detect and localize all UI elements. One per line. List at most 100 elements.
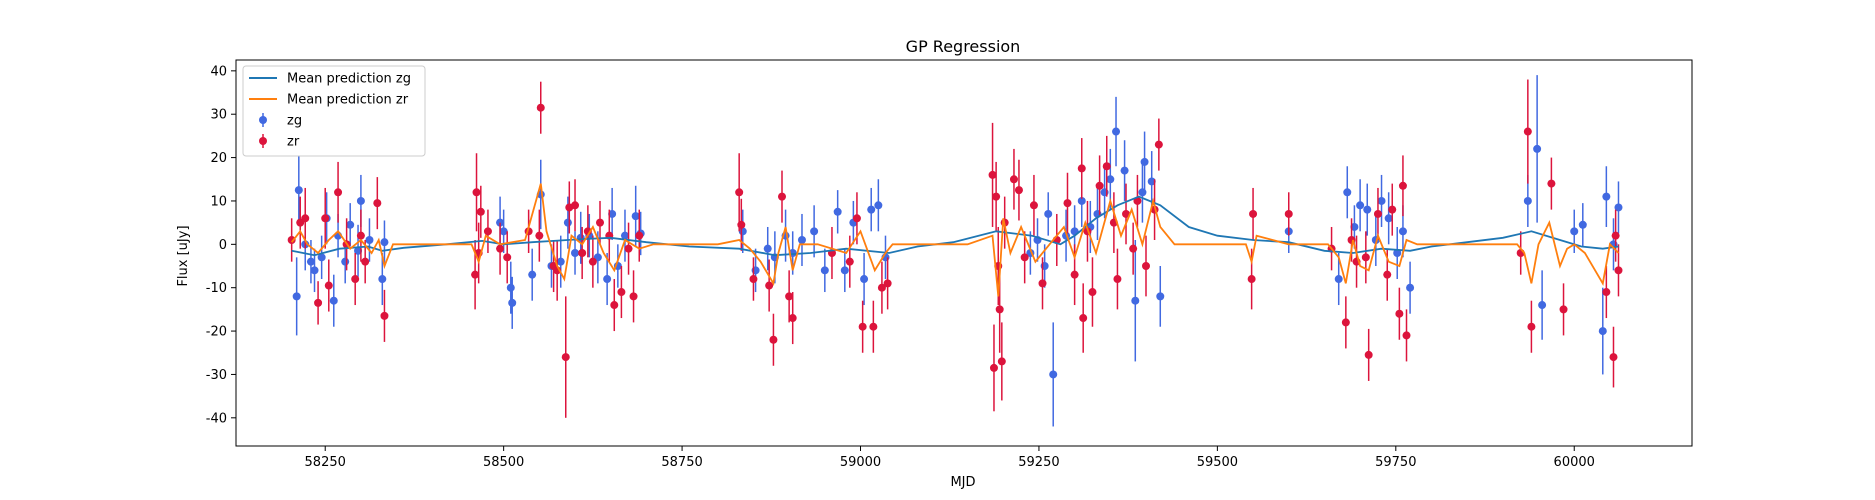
point-zg [840,266,849,275]
point-zr [287,235,296,244]
point-zg [867,205,876,214]
point-zr [1020,253,1029,262]
point-zg [820,266,829,275]
point-zr [596,218,604,227]
point-zg [329,296,338,305]
point-zg [1112,127,1121,136]
point-zr [571,201,580,210]
point-zr [1559,305,1568,314]
point-zg [608,209,617,218]
point-zg [1538,301,1547,310]
point-zr [877,283,886,292]
point-zr [765,281,774,290]
point-zg [1398,227,1407,236]
point-zr [321,214,330,223]
point-zr [635,231,644,240]
point-zg [310,266,319,275]
point-zr [483,227,492,236]
point-zr [1364,350,1373,359]
point-zr [1402,331,1411,340]
point-zg [294,186,303,195]
point-zr [995,305,1004,314]
x-tick-label: 58250 [305,455,346,470]
point-zr [1129,244,1138,253]
point-zr [778,192,786,201]
point-zr [785,292,794,301]
point-zg [860,275,869,284]
point-zg [1570,227,1579,236]
point-zr [852,214,861,223]
point-zr [472,188,481,197]
point-zr [471,270,480,279]
point-zr [351,275,360,284]
y-tick-label: 0 [219,238,227,253]
point-zg [763,244,772,253]
point-zr [1388,205,1397,214]
point-zg [631,212,640,221]
point-zg [556,257,565,266]
point-zr [883,279,892,288]
point-zg [341,257,350,266]
axis-ticks: 58250 58500 58750 59000 59250 59500 59750 60000… [206,64,1595,470]
legend: Mean prediction zg Mean prediction zr zg zr [242,65,426,157]
point-zr [536,103,545,112]
x-tick-label: 59750 [1375,455,1416,470]
legend-box [242,65,426,157]
point-zr [737,220,746,229]
point-zg [797,235,806,244]
point-zg [1147,177,1156,186]
legend-label: Mean prediction zr [287,93,409,108]
point-zr [356,231,365,240]
point-zg [833,207,842,216]
point-zr [578,249,587,257]
point-zg [354,246,363,255]
point-zr [314,298,323,307]
point-zg [1614,203,1623,212]
point-zr [1398,181,1407,190]
point-zg [620,231,629,240]
point-zg [1120,166,1129,175]
point-zr [1102,162,1111,171]
point-zg [810,227,819,236]
x-tick-label: 60000 [1554,455,1595,470]
line-mean-prediction-zg [291,195,1619,257]
point-zr [324,281,333,290]
point-zr [769,335,778,344]
point-zr [1095,181,1104,190]
legend-label: zr [287,135,300,150]
point-zg [1106,175,1115,184]
y-tick-label: -10 [206,281,227,296]
point-zr [1614,266,1623,275]
plot-marks [287,75,1623,427]
point-zr [629,292,638,301]
point-zr [1070,270,1079,279]
point-zr [1527,322,1536,331]
point-zr [735,188,744,197]
y-tick-label: 20 [210,151,227,166]
x-tick-label: 59000 [840,455,881,470]
point-zg [571,249,580,257]
point-zr [301,214,310,223]
point-zr [380,311,389,320]
point-zg [1131,296,1140,305]
point-zr [1361,253,1370,262]
point-zr [1373,209,1382,218]
point-zg [1384,214,1393,223]
point-zg [1334,275,1343,284]
point-zr [1154,140,1163,149]
point-zr [1014,186,1023,195]
point-zg [1523,196,1532,205]
point-zg [1049,370,1058,379]
x-tick-label: 58750 [661,455,702,470]
point-zr [624,244,633,253]
point-zr [1029,201,1038,210]
point-zg [378,275,387,284]
plot-area [287,75,1623,427]
x-axis-label: MJD [950,475,975,490]
y-tick-label: -40 [206,411,227,426]
point-zr [858,322,867,331]
point-zr [988,170,997,179]
point-zg [1044,209,1053,218]
point-zr [869,322,878,331]
line-mean-prediction-zr [290,183,1620,297]
